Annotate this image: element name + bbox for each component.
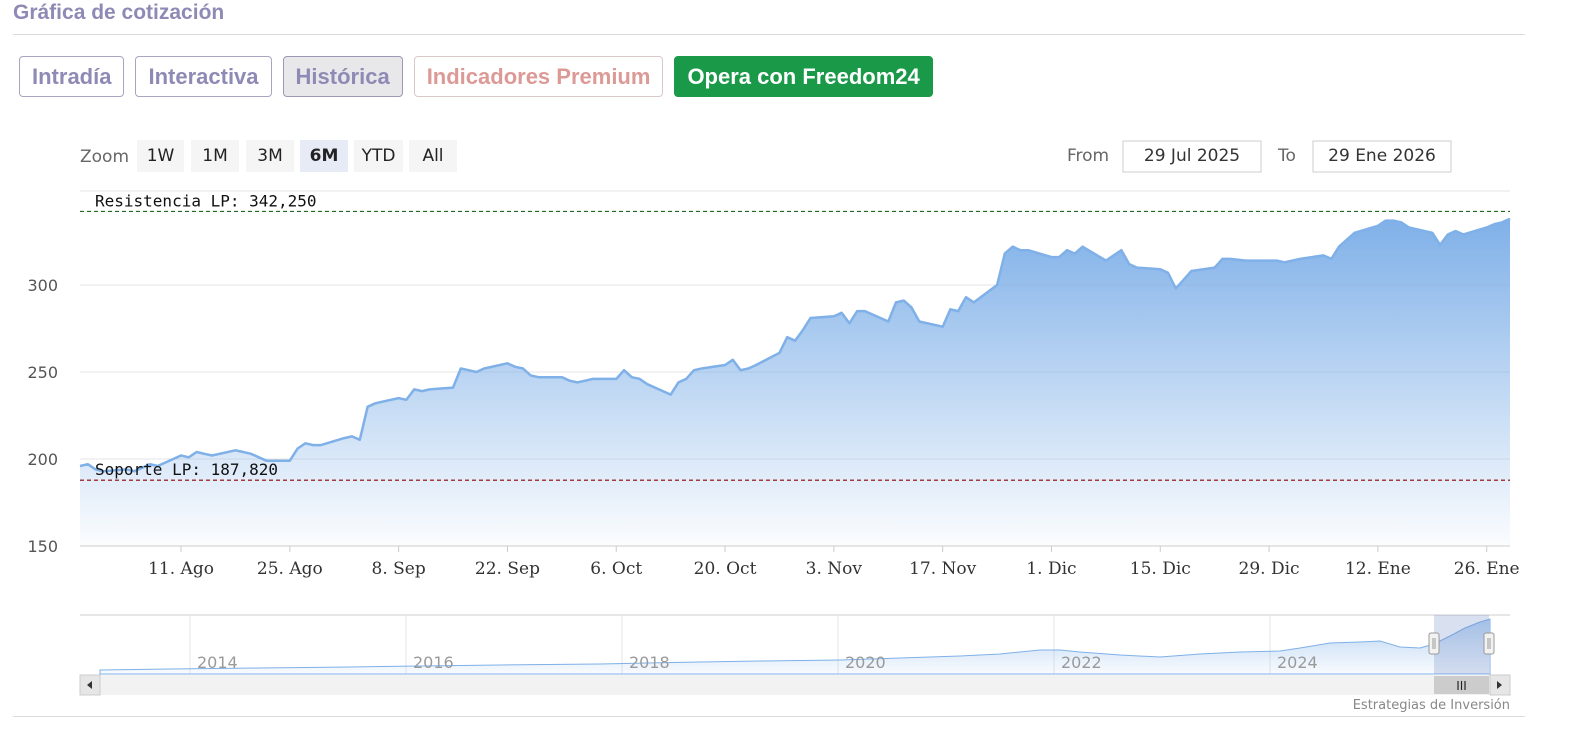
x-tick-label: 22. Sep [475,559,540,579]
x-tick-label: 20. Oct [694,559,757,579]
x-tick-label: 6. Oct [590,559,642,579]
scrollbar-grip-icon: III [1456,679,1467,693]
tab-interactiva[interactable]: Interactiva [135,56,272,97]
y-axis-labels: 150 200 250 300 [27,276,58,556]
zoom-3m-label: 3M [257,146,282,166]
navigator-year-label: 2020 [845,653,886,672]
arrow-left-icon [87,681,92,689]
x-tick-label: 3. Nov [806,559,863,579]
navigator-year-label: 2018 [629,653,670,672]
x-tick-label: 8. Sep [372,559,426,579]
to-date-input[interactable] [1312,140,1452,173]
zoom-6m-button[interactable] [300,140,348,172]
navigator-year-labels: 2014 2016 2018 2020 2022 2024 [197,653,1318,672]
x-tick-label: 15. Dic [1130,559,1191,579]
y-tick-label: 150 [27,537,58,556]
zoom-buttons: 1W 1M 3M 6M YTD All [137,140,457,172]
zoom-1m-button[interactable] [191,140,239,172]
title-divider [13,34,1525,35]
zoom-1w-label: 1W [147,146,175,166]
price-area [80,218,1510,547]
from-date-value: 29 Jul 2025 [1144,146,1240,166]
from-label: From [1067,146,1109,166]
zoom-all-label: All [422,146,443,166]
navigator-selection[interactable] [1434,615,1489,674]
arrow-right-icon [1497,681,1502,689]
navigator-year-label: 2014 [197,653,238,672]
navigator-right-handle[interactable] [1483,632,1495,655]
scrollbar-thumb[interactable] [1434,676,1489,694]
zoom-all-button[interactable] [409,140,457,172]
navigator-series [99,618,1491,675]
from-date-input[interactable] [1122,140,1262,173]
x-tick-label: 17. Nov [909,559,977,579]
x-tick-label: 12. Ene [1345,559,1411,579]
y-tick-label: 300 [27,276,58,295]
bottom-divider [13,716,1525,717]
x-tick-label: 11. Ago [148,559,214,579]
zoom-ytd-label: YTD [361,146,396,166]
navigator-year-label: 2024 [1277,653,1318,672]
scrollbar-track[interactable] [80,675,1510,695]
x-tick-label: 29. Dic [1239,559,1300,579]
navigator-year-label: 2016 [413,653,454,672]
chart-credit: Estrategias de Inversión [1353,698,1510,713]
navigator-left-handle[interactable] [1428,632,1440,655]
zoom-label: Zoom [80,147,129,167]
to-label: To [1277,146,1296,166]
zoom-ytd-button[interactable] [354,140,403,172]
x-tick-label: 1. Dic [1026,559,1076,579]
navigator-year-label: 2022 [1061,653,1102,672]
zoom-3m-button[interactable] [246,140,294,172]
zoom-6m-label: 6M [310,146,339,166]
tab-indicadores-premium[interactable]: Indicadores Premium [413,56,664,97]
section-title: Gráfica de cotización [13,1,225,24]
x-tick-label: 26. Ene [1454,559,1520,579]
chart-tabs: Intradía Interactiva Histórica Indicador… [19,56,933,97]
zoom-1m-label: 1M [202,146,227,166]
x-tick-label: 25. Ago [257,559,323,579]
resistance-label: Resistencia LP: 342,250 [95,191,317,210]
zoom-1w-button[interactable] [137,140,184,172]
opera-con-freedom24-button[interactable]: Opera con Freedom24 [674,56,933,97]
x-axis-labels: 11. Ago 25. Ago 8. Sep 22. Sep 6. Oct 20. Oct… [148,546,1520,579]
tab-historica[interactable]: Histórica [282,56,403,97]
tab-intradia[interactable]: Intradía [19,56,125,97]
y-tick-label: 250 [27,363,58,382]
navigator: 2014 2016 2018 2020 2022 2024 [80,614,1510,675]
to-date-value: 29 Ene 2026 [1328,146,1436,166]
support-label: Soporte LP: 187,820 [95,460,278,479]
price-line [79,217,1511,473]
y-tick-label: 200 [27,450,58,469]
scrollbar[interactable]: III [79,674,1511,696]
